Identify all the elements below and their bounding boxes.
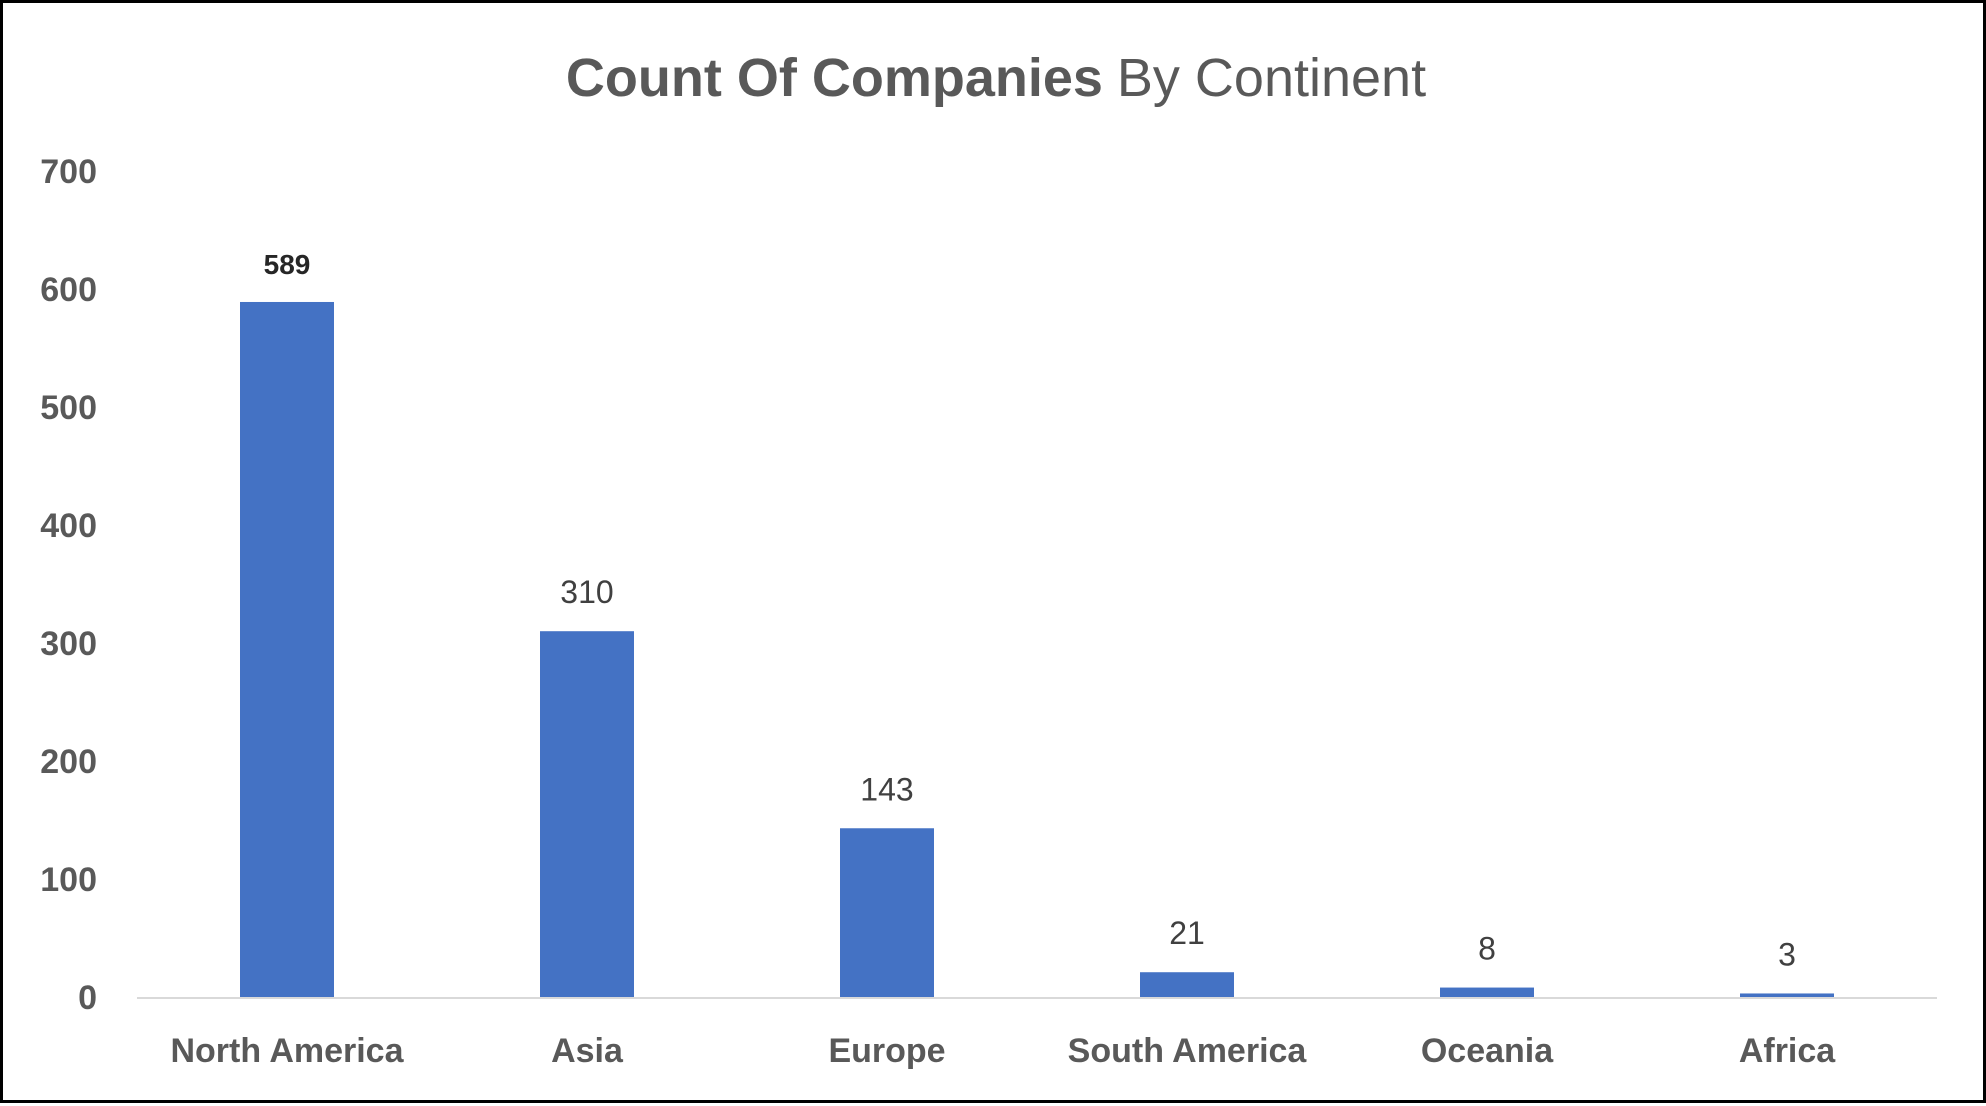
y-tick-label: 100: [40, 861, 97, 899]
chart-title-bold: Count Of Companies: [566, 48, 1103, 108]
y-tick-label: 700: [40, 153, 97, 191]
chart-title: Count Of Companies By Continent: [566, 48, 1426, 108]
data-label: 21: [1169, 915, 1205, 951]
x-tick-label: Africa: [1739, 1032, 1836, 1070]
x-axis-labels: North America Asia Europe South America Ocea…: [170, 1032, 1836, 1070]
data-labels: 589 310 143 21 8 3: [264, 249, 1796, 972]
x-tick-label: Europe: [828, 1032, 945, 1070]
x-tick-label: Asia: [551, 1032, 624, 1070]
y-tick-label: 0: [78, 979, 97, 1017]
x-tick-label: North America: [170, 1032, 404, 1070]
y-tick-label: 600: [40, 271, 97, 309]
y-tick-label: 300: [40, 625, 97, 663]
x-tick-label: Oceania: [1421, 1032, 1554, 1070]
y-axis-ticks: 0 100 200 300 400 500 600 700: [40, 153, 97, 1017]
x-tick-label: South America: [1068, 1032, 1308, 1070]
y-tick-label: 200: [40, 743, 97, 781]
data-label: 143: [860, 771, 913, 807]
bar: [240, 301, 334, 998]
bar: [840, 828, 934, 997]
data-label: 8: [1478, 931, 1496, 967]
bar: [1140, 972, 1234, 997]
bar-chart: Count Of Companies By Continent 010020030…: [40, 48, 1937, 1070]
y-tick-label: 500: [40, 389, 97, 427]
bars: [240, 301, 1834, 998]
data-label: 310: [560, 574, 613, 610]
data-label: 589: [264, 249, 311, 280]
chart-title-rest: By Continent: [1117, 48, 1426, 108]
bar: [1740, 993, 1834, 997]
bar: [540, 631, 634, 997]
bar: [1440, 987, 1534, 997]
y-tick-label: 400: [40, 507, 97, 545]
data-label: 3: [1778, 936, 1796, 972]
